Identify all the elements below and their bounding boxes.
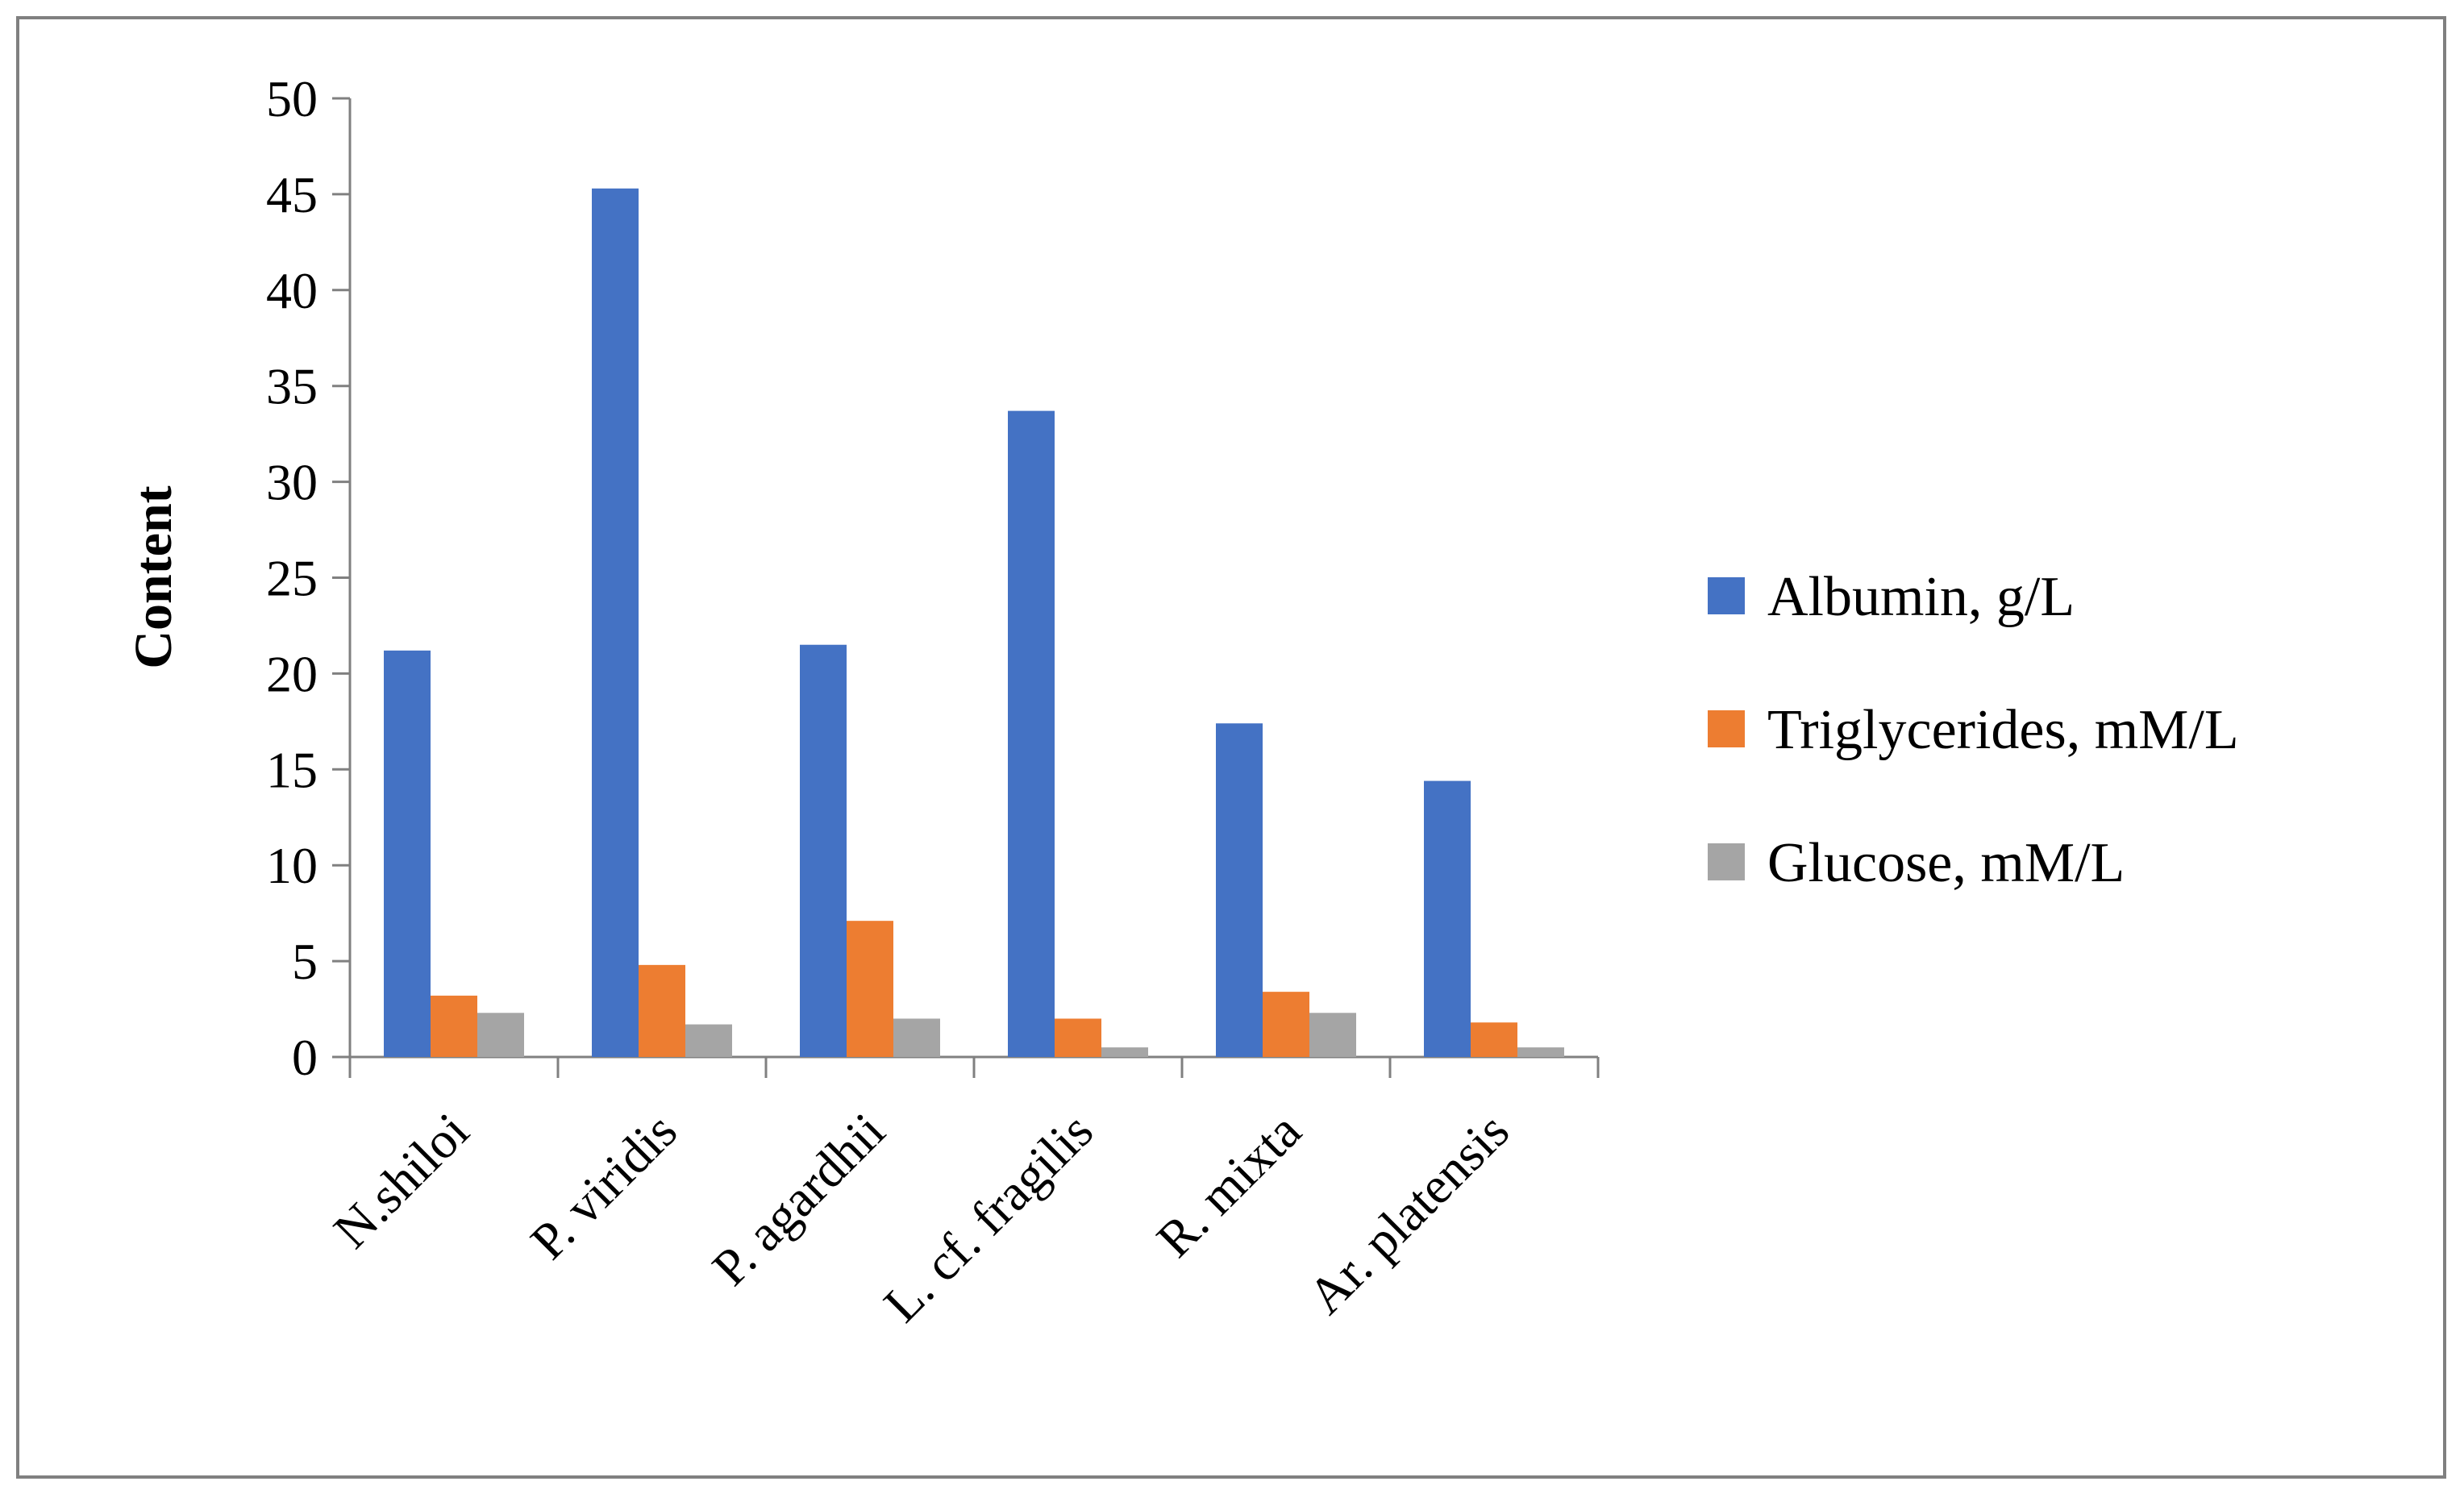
bar-albumin — [1216, 723, 1263, 1057]
bar-glucose — [1517, 1047, 1564, 1057]
bar-triglycerides — [1263, 992, 1309, 1057]
y-tick-label: 20 — [266, 645, 318, 702]
bar-triglycerides — [847, 921, 893, 1057]
y-tick-label: 40 — [266, 262, 318, 319]
bar-albumin — [592, 188, 639, 1058]
y-tick-label: 15 — [266, 741, 318, 798]
bar-albumin — [1008, 410, 1055, 1057]
y-axis-title: Content — [124, 485, 183, 668]
bar-glucose — [893, 1018, 940, 1057]
legend-label: Albumin, g/L — [1767, 566, 2075, 628]
x-axis — [348, 1055, 1600, 1078]
legend-swatch — [1708, 843, 1745, 880]
y-tick-label: 10 — [266, 837, 318, 894]
y-tick-label: 35 — [266, 358, 318, 415]
y-tick-label: 25 — [266, 550, 318, 607]
bar-albumin — [800, 644, 847, 1057]
y-tick-label: 5 — [292, 933, 318, 990]
bar-triglycerides — [1055, 1018, 1101, 1057]
x-category-label: Ar. platensis — [1297, 1102, 1519, 1325]
bar-triglycerides — [431, 995, 477, 1057]
bar-triglycerides — [639, 964, 685, 1057]
bar-albumin — [1424, 780, 1471, 1057]
bar-glucose — [1309, 1013, 1356, 1057]
x-category-label: L. cf. fragilis — [872, 1102, 1103, 1333]
y-axis: 0 5 10 15 20 25 30 35 40 45 50 — [266, 70, 352, 1086]
y-tick-label: 0 — [292, 1029, 318, 1086]
bar-albumin — [384, 650, 431, 1057]
x-category-label: P. viridis — [519, 1102, 688, 1271]
x-category-label: N.shiloi — [323, 1102, 480, 1259]
bar-glucose — [1101, 1047, 1148, 1057]
bars — [384, 188, 1564, 1058]
bar-triglycerides — [1471, 1022, 1517, 1057]
y-tick-label: 30 — [266, 454, 318, 511]
legend: Albumin, g/L Triglycerides, mM/L Glucose, … — [1708, 566, 2239, 894]
legend-label: Glucose, mM/L — [1767, 832, 2125, 894]
x-category-label: P. agardhii — [701, 1102, 896, 1296]
legend-label: Triglycerides, mM/L — [1767, 699, 2239, 761]
y-tick-label: 50 — [266, 70, 318, 127]
legend-swatch — [1708, 710, 1745, 747]
bar-glucose — [477, 1013, 524, 1057]
x-category-label: R. mixta — [1146, 1102, 1312, 1268]
bar-glucose — [685, 1024, 732, 1057]
y-tick-label: 45 — [266, 166, 318, 223]
legend-swatch — [1708, 577, 1745, 614]
